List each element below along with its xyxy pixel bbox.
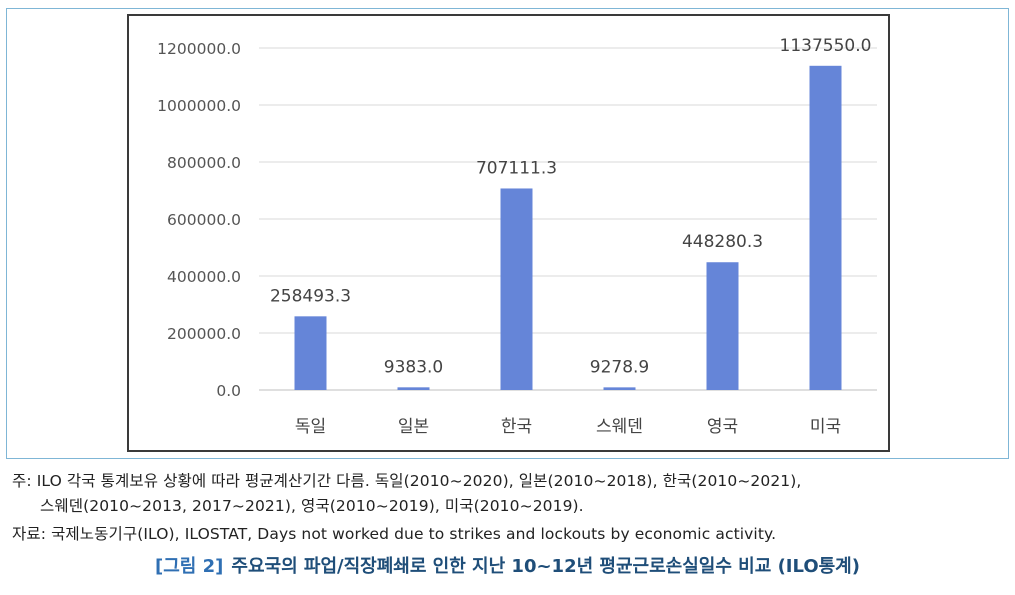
figure-frame	[6, 8, 1009, 459]
data-label: 258493.3	[270, 286, 351, 306]
bar	[397, 387, 430, 390]
category-label: 영국	[707, 417, 738, 437]
category-label: 미국	[810, 417, 841, 437]
bar	[809, 65, 842, 390]
y-tick-label: 600000.0	[167, 211, 241, 229]
y-tick-label: 1200000.0	[157, 40, 241, 58]
note-line-2: 스웨덴(2010~2013, 2017~2021), 영국(2010~2019)…	[40, 497, 584, 515]
bar-chart: 0.0 200000.0 400000.0 600000.0 800000.0 10000…	[157, 36, 877, 437]
category-label: 일본	[398, 417, 429, 437]
data-labels: 258493.3 9383.0 707111.3 9278.9 448280.3 1137…	[270, 36, 872, 378]
data-label: 707111.3	[476, 158, 557, 178]
bar	[603, 387, 636, 390]
y-tick-label: 1000000.0	[157, 97, 241, 115]
gridlines	[259, 47, 877, 391]
chart-frame: 0.0 200000.0 400000.0 600000.0 800000.0 10000…	[127, 14, 890, 452]
y-tick-label: 800000.0	[167, 154, 241, 172]
category-label: 스웨덴	[596, 417, 643, 437]
data-label: 9278.9	[590, 357, 649, 377]
y-tick-label: 400000.0	[167, 268, 241, 286]
y-tick-label: 0.0	[216, 382, 241, 400]
data-label: 1137550.0	[780, 36, 872, 56]
y-tick-label: 200000.0	[167, 325, 241, 343]
bar	[500, 188, 533, 390]
note-line-1: 주: ILO 각국 통계보유 상황에 따라 평균계산기간 다름. 독일(2010…	[12, 472, 802, 490]
bar	[294, 316, 327, 390]
bar	[706, 262, 739, 390]
bars	[294, 65, 842, 390]
category-label: 한국	[501, 417, 532, 437]
caption-text: 주요국의 파업/직장폐쇄로 인한 지난 10~12년 평균근로손실일수 비교 (…	[231, 556, 860, 577]
caption-label: [그림 2]	[155, 556, 224, 577]
source-line: 자료: 국제노동기구(ILO), ILOSTAT, Days not worke…	[12, 525, 777, 543]
y-axis-ticks: 0.0 200000.0 400000.0 600000.0 800000.0 10000…	[157, 40, 241, 400]
x-axis-categories: 독일 일본 한국 스웨덴 영국 미국	[295, 417, 841, 437]
data-label: 9383.0	[384, 357, 443, 377]
figure-caption: [그림 2] 주요국의 파업/직장폐쇄로 인한 지난 10~12년 평균근로손실일…	[0, 552, 1015, 578]
data-label: 448280.3	[682, 232, 763, 252]
category-label: 독일	[295, 417, 326, 437]
